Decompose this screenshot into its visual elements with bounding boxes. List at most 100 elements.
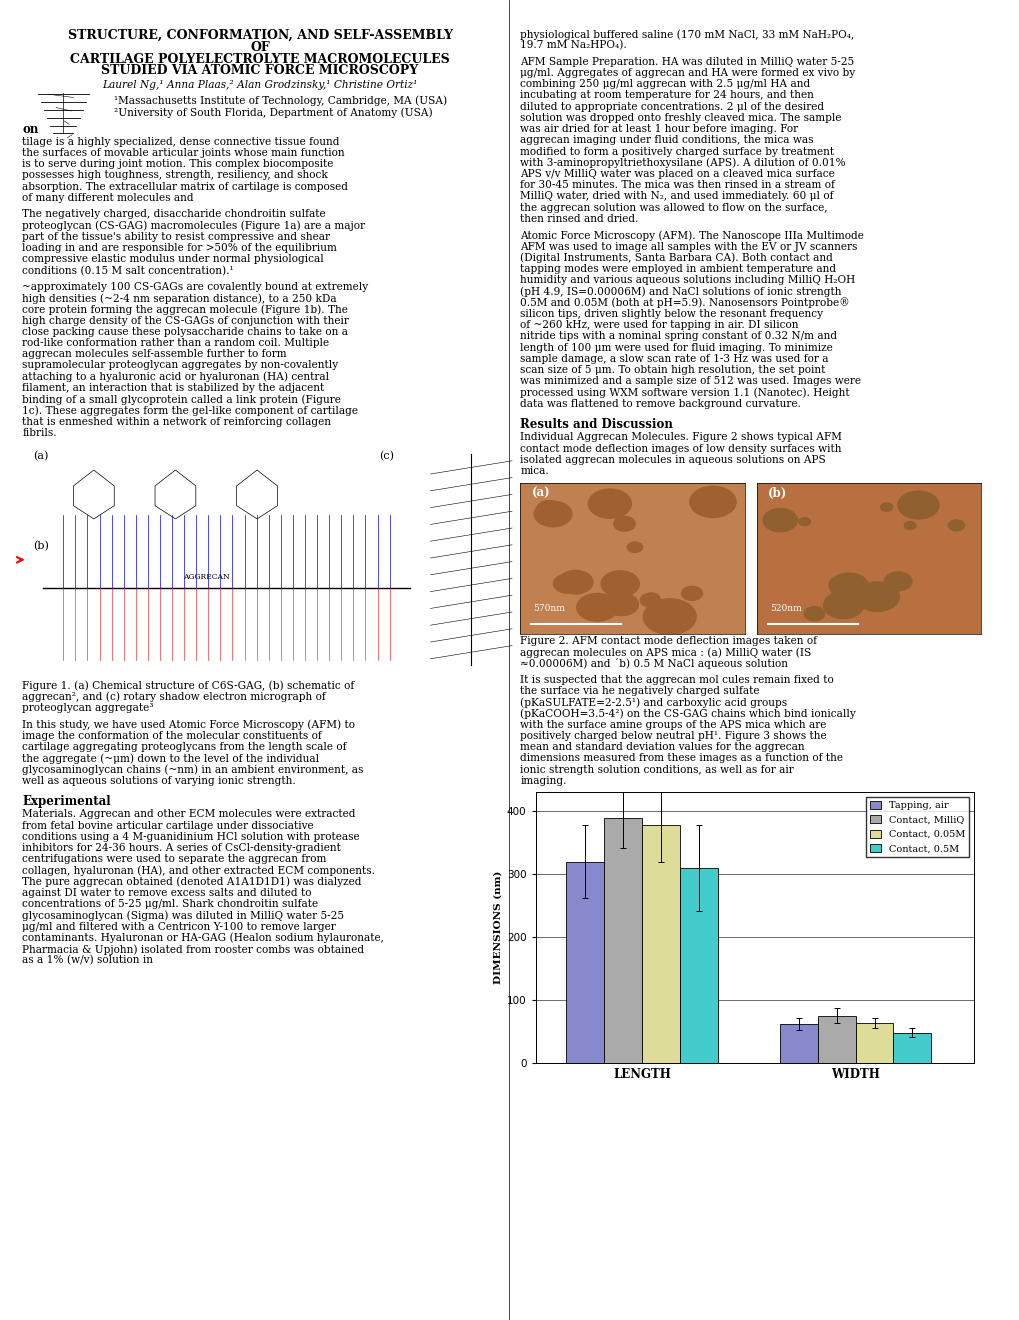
- Text: Laurel Ng,¹ Anna Plaas,² Alan Grodzinsky,¹ Christine Ortiz¹: Laurel Ng,¹ Anna Plaas,² Alan Grodzinsky…: [102, 79, 418, 90]
- Circle shape: [627, 543, 642, 552]
- Bar: [680, 867, 717, 1063]
- Text: cartilage aggregating proteoglycans from the length scale of: cartilage aggregating proteoglycans from…: [22, 742, 346, 752]
- Text: sample damage, a slow scan rate of 1-3 Hz was used for a: sample damage, a slow scan rate of 1-3 H…: [520, 354, 827, 364]
- Bar: [642, 825, 680, 1063]
- Circle shape: [803, 607, 824, 620]
- Text: contaminants. Hyaluronan or HA-GAG (Healon sodium hylauronate,: contaminants. Hyaluronan or HA-GAG (Heal…: [22, 933, 384, 944]
- Text: image the conformation of the molecular constituents of: image the conformation of the molecular …: [22, 731, 322, 741]
- Text: was air dried for at least 1 hour before imaging. For: was air dried for at least 1 hour before…: [520, 124, 798, 135]
- Circle shape: [828, 573, 867, 599]
- Text: centrifugations were used to separate the aggrecan from: centrifugations were used to separate th…: [22, 854, 326, 865]
- Text: ionic strength solution conditions, as well as for air: ionic strength solution conditions, as w…: [520, 764, 793, 775]
- Text: Figure 1. (a) Chemical structure of C6S-GAG, (b) schematic of: Figure 1. (a) Chemical structure of C6S-…: [22, 681, 355, 692]
- Bar: [817, 1015, 855, 1063]
- Text: with 3-aminopropyltriethoxysilane (APS). A dilution of 0.01%: with 3-aminopropyltriethoxysilane (APS).…: [520, 157, 845, 169]
- Text: close packing cause these polysaccharide chains to take on a: close packing cause these polysaccharide…: [22, 327, 348, 337]
- Text: 570nm: 570nm: [533, 605, 565, 612]
- Text: Experimental: Experimental: [22, 795, 111, 808]
- Text: Results and Discussion: Results and Discussion: [520, 417, 673, 430]
- Text: (pKaCOOH=3.5-4²) on the CS-GAG chains which bind ionically: (pKaCOOH=3.5-4²) on the CS-GAG chains wh…: [520, 709, 855, 719]
- Text: processed using WXM software version 1.1 (Nanotec). Height: processed using WXM software version 1.1…: [520, 387, 849, 399]
- Text: (Digital Instruments, Santa Barbara CA). Both contact and: (Digital Instruments, Santa Barbara CA).…: [520, 252, 833, 264]
- Text: modified to form a positively charged surface by treatment: modified to form a positively charged su…: [520, 147, 834, 157]
- Text: tapping modes were employed in ambient temperature and: tapping modes were employed in ambient t…: [520, 264, 836, 275]
- Text: incubating at room temperature for 24 hours, and then: incubating at room temperature for 24 ho…: [520, 90, 813, 100]
- Bar: [893, 1032, 930, 1063]
- Text: conditions (0.15 M salt concentration).¹: conditions (0.15 M salt concentration).¹: [22, 265, 233, 276]
- Text: (pKaSULFATE=2-2.5¹) and carboxylic acid groups: (pKaSULFATE=2-2.5¹) and carboxylic acid …: [520, 697, 787, 708]
- Text: tilage is a highly specialized, dense connective tissue found: tilage is a highly specialized, dense co…: [22, 137, 339, 147]
- Text: length of 100 μm were used for fluid imaging. To minimize: length of 100 μm were used for fluid ima…: [520, 342, 833, 352]
- Text: against DI water to remove excess salts and diluted to: against DI water to remove excess salts …: [22, 888, 312, 898]
- Text: aggrecan², and (c) rotary shadow electron micrograph of: aggrecan², and (c) rotary shadow electro…: [22, 692, 326, 702]
- Text: μg/ml and filtered with a Centricon Y-100 to remove larger: μg/ml and filtered with a Centricon Y-10…: [22, 921, 336, 932]
- Text: glycosaminoglycan (Sigma) was diluted in MilliQ water 5-25: glycosaminoglycan (Sigma) was diluted in…: [22, 911, 344, 921]
- Text: data was flattened to remove background curvature.: data was flattened to remove background …: [520, 399, 800, 409]
- Text: (b): (b): [33, 541, 49, 552]
- Text: with the surface amine groups of the APS mica which are: with the surface amine groups of the APS…: [520, 719, 825, 730]
- Text: STUDIED VIA ATOMIC FORCE MICROSCOPY: STUDIED VIA ATOMIC FORCE MICROSCOPY: [101, 65, 419, 78]
- Text: filament, an interaction that is stabilized by the adjacent: filament, an interaction that is stabili…: [22, 383, 324, 393]
- Text: APS v/v MilliQ water was placed on a cleaved mica surface: APS v/v MilliQ water was placed on a cle…: [520, 169, 835, 180]
- Circle shape: [600, 570, 639, 597]
- Text: rod-like conformation rather than a random coil. Multiple: rod-like conformation rather than a rand…: [22, 338, 329, 348]
- Text: well as aqueous solutions of varying ionic strength.: well as aqueous solutions of varying ion…: [22, 776, 296, 785]
- Text: CARTILAGE POLYELECTROLYTE MACROMOLECULES: CARTILAGE POLYELECTROLYTE MACROMOLECULES: [70, 53, 449, 66]
- Text: is to serve during joint motion. This complex biocomposite: is to serve during joint motion. This co…: [22, 160, 333, 169]
- Text: aggrecan imaging under fluid conditions, the mica was: aggrecan imaging under fluid conditions,…: [520, 135, 813, 145]
- Text: (a): (a): [33, 451, 48, 461]
- Circle shape: [681, 586, 702, 601]
- Circle shape: [762, 508, 797, 532]
- Text: dimensions measured from these images as a function of the: dimensions measured from these images as…: [520, 754, 843, 763]
- Text: (a): (a): [531, 487, 549, 500]
- Text: physiological buffered saline (170 mM NaCl, 33 mM NaH₂PO₄,: physiological buffered saline (170 mM Na…: [520, 29, 854, 40]
- Text: diluted to appropriate concentrations. 2 μl of the desired: diluted to appropriate concentrations. 2…: [520, 102, 823, 112]
- Text: collagen, hyaluronan (HA), and other extracted ECM components.: collagen, hyaluronan (HA), and other ext…: [22, 866, 375, 876]
- Text: 520nm: 520nm: [769, 605, 801, 612]
- Circle shape: [604, 593, 638, 615]
- Text: fibrils.: fibrils.: [22, 428, 57, 438]
- Text: 0.5M and 0.05M (both at pH=5.9). Nanosensors Pointprobe®: 0.5M and 0.05M (both at pH=5.9). Nanosen…: [520, 297, 849, 309]
- Circle shape: [855, 582, 899, 611]
- Legend: Tapping, air, Contact, MilliQ, Contact, 0.05M, Contact, 0.5M: Tapping, air, Contact, MilliQ, Contact, …: [865, 797, 968, 857]
- Text: STRUCTURE, CONFORMATION, AND SELF-ASSEMBLY: STRUCTURE, CONFORMATION, AND SELF-ASSEMB…: [67, 29, 452, 42]
- Circle shape: [643, 593, 659, 603]
- Text: silicon tips, driven slightly below the resonant frequency: silicon tips, driven slightly below the …: [520, 309, 822, 319]
- Text: of ~260 kHz, were used for tapping in air. DI silicon: of ~260 kHz, were used for tapping in ai…: [520, 319, 798, 330]
- Text: contact mode deflection images of low density surfaces with: contact mode deflection images of low de…: [520, 444, 841, 454]
- Text: nitride tips with a nominal spring constant of 0.32 N/m and: nitride tips with a nominal spring const…: [520, 331, 837, 342]
- Text: MilliQ water, dried with N₂, and used immediately. 60 μl of: MilliQ water, dried with N₂, and used im…: [520, 191, 833, 202]
- Text: the aggregate (~μm) down to the level of the individual: the aggregate (~μm) down to the level of…: [22, 754, 319, 764]
- Text: combining 250 μg/ml aggrecan with 2.5 μg/ml HA and: combining 250 μg/ml aggrecan with 2.5 μg…: [520, 79, 810, 90]
- Text: Individual Aggrecan Molecules. Figure 2 shows typical AFM: Individual Aggrecan Molecules. Figure 2 …: [520, 433, 842, 442]
- Text: ¹Massachusetts Institute of Technology, Cambridge, MA (USA): ¹Massachusetts Institute of Technology, …: [114, 95, 447, 106]
- Circle shape: [643, 599, 695, 635]
- Circle shape: [879, 503, 892, 511]
- Text: concentrations of 5-25 μg/ml. Shark chondroitin sulfate: concentrations of 5-25 μg/ml. Shark chon…: [22, 899, 318, 909]
- Circle shape: [613, 516, 635, 531]
- Circle shape: [689, 486, 736, 517]
- Text: glycosaminoglycan chains (~nm) in an ambient environment, as: glycosaminoglycan chains (~nm) in an amb…: [22, 764, 364, 775]
- Text: binding of a small glycoprotein called a link protein (Figure: binding of a small glycoprotein called a…: [22, 395, 341, 405]
- Text: AFM Sample Preparation. HA was diluted in MilliQ water 5-25: AFM Sample Preparation. HA was diluted i…: [520, 57, 854, 67]
- Circle shape: [534, 502, 572, 527]
- Circle shape: [640, 594, 659, 607]
- Text: absorption. The extracellular matrix of cartilage is composed: absorption. The extracellular matrix of …: [22, 182, 348, 191]
- Circle shape: [536, 500, 560, 517]
- Text: as a 1% (w/v) solution in: as a 1% (w/v) solution in: [22, 956, 153, 965]
- Text: on: on: [22, 123, 39, 136]
- Circle shape: [576, 594, 618, 622]
- Text: (b): (b): [767, 487, 787, 500]
- Text: (c): (c): [379, 451, 394, 461]
- Text: AFM was used to image all samples with the EV or JV scanners: AFM was used to image all samples with t…: [520, 242, 857, 252]
- Text: was minimized and a sample size of 512 was used. Images were: was minimized and a sample size of 512 w…: [520, 376, 860, 387]
- Text: Pharmacia & Upjohn) isolated from rooster combs was obtained: Pharmacia & Upjohn) isolated from rooste…: [22, 944, 364, 954]
- Text: ≈0.00006M) and ´b) 0.5 M NaCl aqueous solution: ≈0.00006M) and ´b) 0.5 M NaCl aqueous so…: [520, 659, 788, 669]
- Text: Atomic Force Microscopy (AFM). The Nanoscope IIIa Multimode: Atomic Force Microscopy (AFM). The Nanos…: [520, 230, 863, 242]
- Text: compressive elastic modulus under normal physiological: compressive elastic modulus under normal…: [22, 255, 324, 264]
- Text: proteoglycan aggregate³: proteoglycan aggregate³: [22, 704, 154, 713]
- Text: 1c). These aggregates form the gel-like component of cartilage: 1c). These aggregates form the gel-like …: [22, 405, 358, 416]
- Y-axis label: DIMENSIONS (nm): DIMENSIONS (nm): [493, 871, 502, 985]
- Text: for 30-45 minutes. The mica was then rinsed in a stream of: for 30-45 minutes. The mica was then rin…: [520, 180, 835, 190]
- Text: conditions using a 4 M-guanidinium HCl solution with protease: conditions using a 4 M-guanidinium HCl s…: [22, 832, 360, 842]
